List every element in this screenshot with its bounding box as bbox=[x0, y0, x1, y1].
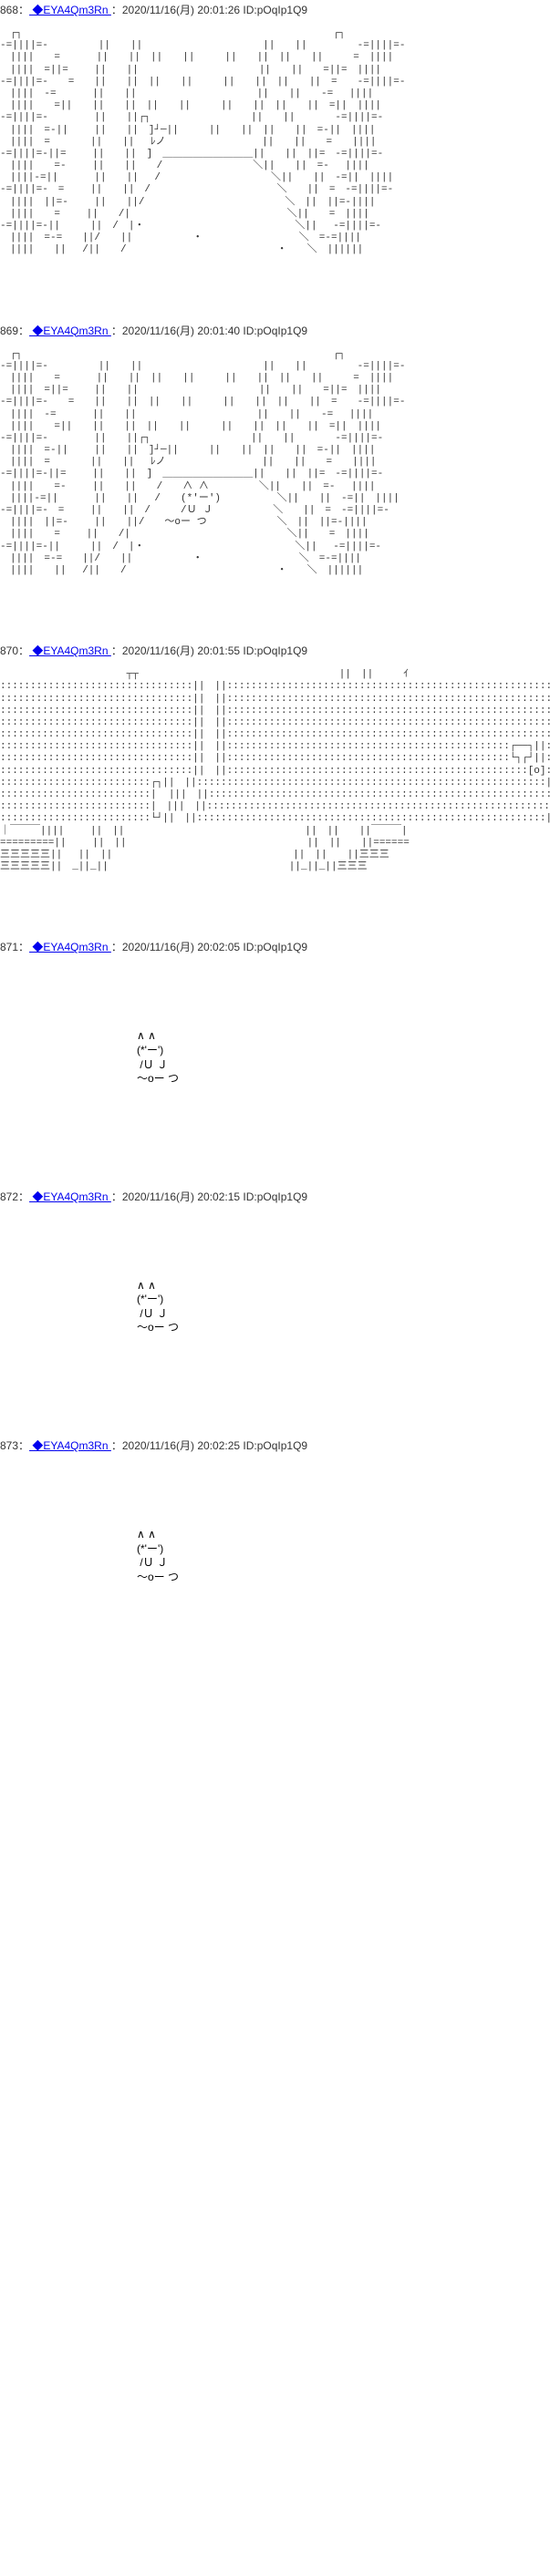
post-meta: ：2020/11/16(月) 20:02:15 ID:pOqIp1Q9 bbox=[111, 1190, 307, 1203]
post: 870： ◆EYA4Qm3Rn ：2020/11/16(月) 20:01:55 … bbox=[0, 641, 550, 910]
post-number: 871 bbox=[0, 941, 18, 953]
post-header: 873： ◆EYA4Qm3Rn ：2020/11/16(月) 20:02:25 … bbox=[0, 1436, 550, 1455]
post: 869： ◆EYA4Qm3Rn ：2020/11/16(月) 20:01:40 … bbox=[0, 321, 550, 614]
post-number: 870 bbox=[0, 644, 18, 657]
separator: ： bbox=[18, 4, 29, 16]
post-body: ┬┬ || || ｲ :::::::::::::::::::::::::::::… bbox=[0, 660, 550, 910]
separator: ： bbox=[18, 1439, 29, 1452]
post-body: ┌┐ ┌┐ -=||||=- || || || || -=||||=- ||||… bbox=[0, 340, 550, 614]
post-meta: ：2020/11/16(月) 20:01:40 ID:pOqIp1Q9 bbox=[111, 325, 307, 337]
post-header: 871： ◆EYA4Qm3Rn ：2020/11/16(月) 20:02:05 … bbox=[0, 937, 550, 956]
post-number: 868 bbox=[0, 4, 18, 16]
separator: ： bbox=[18, 644, 29, 657]
post-number: 869 bbox=[0, 325, 18, 337]
post-number: 872 bbox=[0, 1190, 18, 1203]
trip-link[interactable]: ◆EYA4Qm3Rn bbox=[29, 1190, 111, 1203]
post-meta: ：2020/11/16(月) 20:01:26 ID:pOqIp1Q9 bbox=[111, 4, 307, 16]
post-header: 868： ◆EYA4Qm3Rn ：2020/11/16(月) 20:01:26 … bbox=[0, 0, 550, 19]
post: 871： ◆EYA4Qm3Rn ：2020/11/16(月) 20:02:05 … bbox=[0, 937, 550, 1159]
trip-link[interactable]: ◆EYA4Qm3Rn bbox=[29, 325, 111, 337]
post-meta: ：2020/11/16(月) 20:02:05 ID:pOqIp1Q9 bbox=[111, 941, 307, 953]
post-header: 869： ◆EYA4Qm3Rn ：2020/11/16(月) 20:01:40 … bbox=[0, 321, 550, 340]
post-body: ∧ ∧ (*'ー') /Ｕ Ｊ ～oー つ bbox=[0, 1455, 550, 1657]
post-header: 870： ◆EYA4Qm3Rn ：2020/11/16(月) 20:01:55 … bbox=[0, 641, 550, 660]
separator: ： bbox=[18, 1190, 29, 1203]
post-body: ∧ ∧ (*'ー') /Ｕ Ｊ ～oー つ bbox=[0, 956, 550, 1159]
separator: ： bbox=[18, 325, 29, 337]
trip-link[interactable]: ◆EYA4Qm3Rn bbox=[29, 644, 111, 657]
separator: ： bbox=[18, 941, 29, 953]
trip-link[interactable]: ◆EYA4Qm3Rn bbox=[29, 4, 111, 16]
post: 872： ◆EYA4Qm3Rn ：2020/11/16(月) 20:02:15 … bbox=[0, 1187, 550, 1408]
post-meta: ：2020/11/16(月) 20:01:55 ID:pOqIp1Q9 bbox=[111, 644, 307, 657]
trip-link[interactable]: ◆EYA4Qm3Rn bbox=[29, 1439, 111, 1452]
post: 873： ◆EYA4Qm3Rn ：2020/11/16(月) 20:02:25 … bbox=[0, 1436, 550, 1657]
post-body: ∧ ∧ (*'ー') /Ｕ Ｊ ～oー つ bbox=[0, 1206, 550, 1408]
post-number: 873 bbox=[0, 1439, 18, 1452]
post: 868： ◆EYA4Qm3Rn ：2020/11/16(月) 20:01:26 … bbox=[0, 0, 550, 294]
post-meta: ：2020/11/16(月) 20:02:25 ID:pOqIp1Q9 bbox=[111, 1439, 307, 1452]
trip-link[interactable]: ◆EYA4Qm3Rn bbox=[29, 941, 111, 953]
post-body: ┌┐ ┌┐ -=||||=- || || || || -=||||=- ||||… bbox=[0, 19, 550, 294]
post-header: 872： ◆EYA4Qm3Rn ：2020/11/16(月) 20:02:15 … bbox=[0, 1187, 550, 1206]
